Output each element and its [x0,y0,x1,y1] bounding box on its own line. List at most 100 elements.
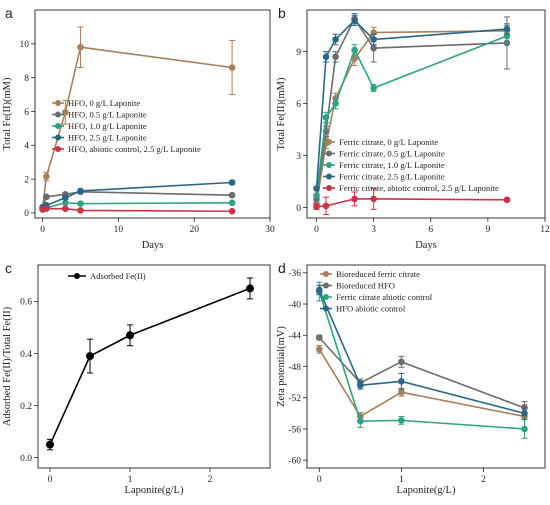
legend-entry-label: HFO, 1.0 g/L Laponite [68,121,147,131]
panel-letter: a [5,5,13,21]
y-tick-label: 4 [24,142,29,152]
y-tick-label: 6 [296,100,301,110]
y-tick-label: -44 [288,332,301,342]
series-4 [316,284,528,421]
data-point [316,286,323,294]
series-line [318,291,525,430]
y-axis-title: Adsorbed Fe(II)/Total Fe(II) [2,306,13,426]
data-point [62,199,69,207]
y-tick-label: 0.6 [20,298,32,308]
x-tick-label: 10 [114,225,124,235]
data-point [77,43,84,51]
series-line [315,35,508,196]
series-line [315,19,507,189]
series-5 [39,205,236,215]
x-tick-label: 0 [314,225,319,235]
data-point [521,410,528,417]
legend-entry-label: Adsorbed Fe(II) [90,271,146,281]
data-point [322,114,330,121]
y-tick-label: 8 [24,74,29,84]
data-point [398,417,405,424]
y-tick-label: 9 [296,48,301,58]
series-line [318,289,525,415]
legend-swatch-marker [326,173,332,180]
legend-entry-label: Ferric citrate abiotic control [336,292,433,302]
data-point [370,195,377,203]
x-tick-label: 2 [208,475,213,485]
data-point [77,187,84,195]
x-tick-label: 0 [317,475,322,485]
series-line [318,348,525,418]
data-point [332,53,339,61]
data-point [46,440,54,449]
y-tick-label: 0.2 [20,402,32,412]
x-tick-label: 9 [486,225,491,235]
legend-entry-label: Bioreduced HFO [336,281,395,291]
y-tick-label: 0 [296,204,301,214]
legend-swatch-marker [55,111,61,118]
data-point [228,191,236,199]
x-tick-label: 12 [540,225,550,235]
data-point [398,358,405,366]
data-point [77,207,84,214]
data-point [228,179,236,186]
legend-entry-label: Ferric citrate, 1.0 g/L Laponite [339,160,445,170]
data-point [316,334,323,341]
data-point [313,203,320,211]
data-point [521,425,528,433]
data-point [398,388,405,396]
plot-frame [306,9,546,219]
data-point [357,417,364,425]
legend-swatch-marker [55,100,61,106]
series-4 [313,14,511,192]
data-point [77,200,84,207]
data-point [357,381,364,389]
data-point [43,205,50,212]
data-point [351,17,358,24]
panel-letter: d [278,260,286,276]
data-point [351,195,358,203]
legend-entry-label: Ferric citrate, 2.5 g/L Laponite [339,172,445,182]
data-point [503,25,511,33]
plot-frame [34,9,271,219]
y-tick-label: -56 [288,425,301,435]
plot-frame [37,264,271,469]
x-tick-label: 6 [428,225,433,235]
x-tick-label: 3 [371,225,376,235]
legend-swatch-marker [55,146,61,152]
chart-panel-c: c 0 1 2 0.0 0.2 0.4 0.6 Laponite(g/L) Adsorbed Fe… [2,260,271,496]
y-tick-label: 10 [20,40,30,50]
series-1 [46,277,254,451]
legend-swatch-marker [55,134,61,141]
panel-letter: c [5,260,12,276]
x-axis-title: Days [415,240,437,251]
legend-swatch-marker [55,123,61,129]
legend-entry-label: HFO, abiotic control, 2.5 g/L Laponite [68,144,201,154]
legend-swatch-marker [323,282,329,289]
data-point [322,202,330,210]
data-point [322,53,330,61]
legend-swatch-marker [326,139,332,145]
data-point [246,284,254,293]
x-tick-label: 1 [128,475,133,485]
data-point [332,100,339,107]
series-2 [316,334,528,415]
y-tick-label: 3 [296,152,301,162]
data-point [86,352,94,361]
x-tick-label: 30 [265,225,275,235]
chart-panel-b: b 0 3 6 9 12 0 3 6 9 Days Total Fe(II)(mM) Ferric ci… [276,5,550,251]
data-point [228,64,236,71]
data-point [316,346,323,353]
y-tick-label: -60 [288,456,301,466]
legend-swatch-marker [74,273,80,279]
legend: Adsorbed Fe(II) [68,271,146,281]
data-point [228,207,236,215]
y-axis-title: Total Fe(II)(mM) [276,77,287,151]
data-point [503,196,511,204]
chart-panel-d: d 0 1 2 -36 -40 -44 -48 -52 -56 -60 Laponite(g/L) Ze… [276,260,546,496]
data-point [332,36,339,43]
data-point [62,205,69,212]
legend-entry-label: Ferric citrate, 0 g/L Laponite [339,137,438,147]
